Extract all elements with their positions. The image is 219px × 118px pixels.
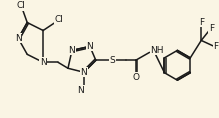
Text: N: N	[78, 86, 84, 95]
Text: S: S	[110, 56, 116, 65]
Text: F: F	[209, 24, 214, 33]
Text: N: N	[87, 42, 93, 51]
Text: N: N	[81, 68, 87, 77]
Text: N: N	[15, 34, 22, 43]
Text: NH: NH	[150, 46, 164, 55]
Text: F: F	[199, 18, 204, 27]
Text: N: N	[40, 58, 46, 67]
Text: Cl: Cl	[17, 1, 26, 10]
Text: F: F	[214, 42, 219, 51]
Text: N: N	[69, 46, 75, 55]
Text: Cl: Cl	[55, 15, 64, 24]
Text: O: O	[132, 73, 139, 82]
